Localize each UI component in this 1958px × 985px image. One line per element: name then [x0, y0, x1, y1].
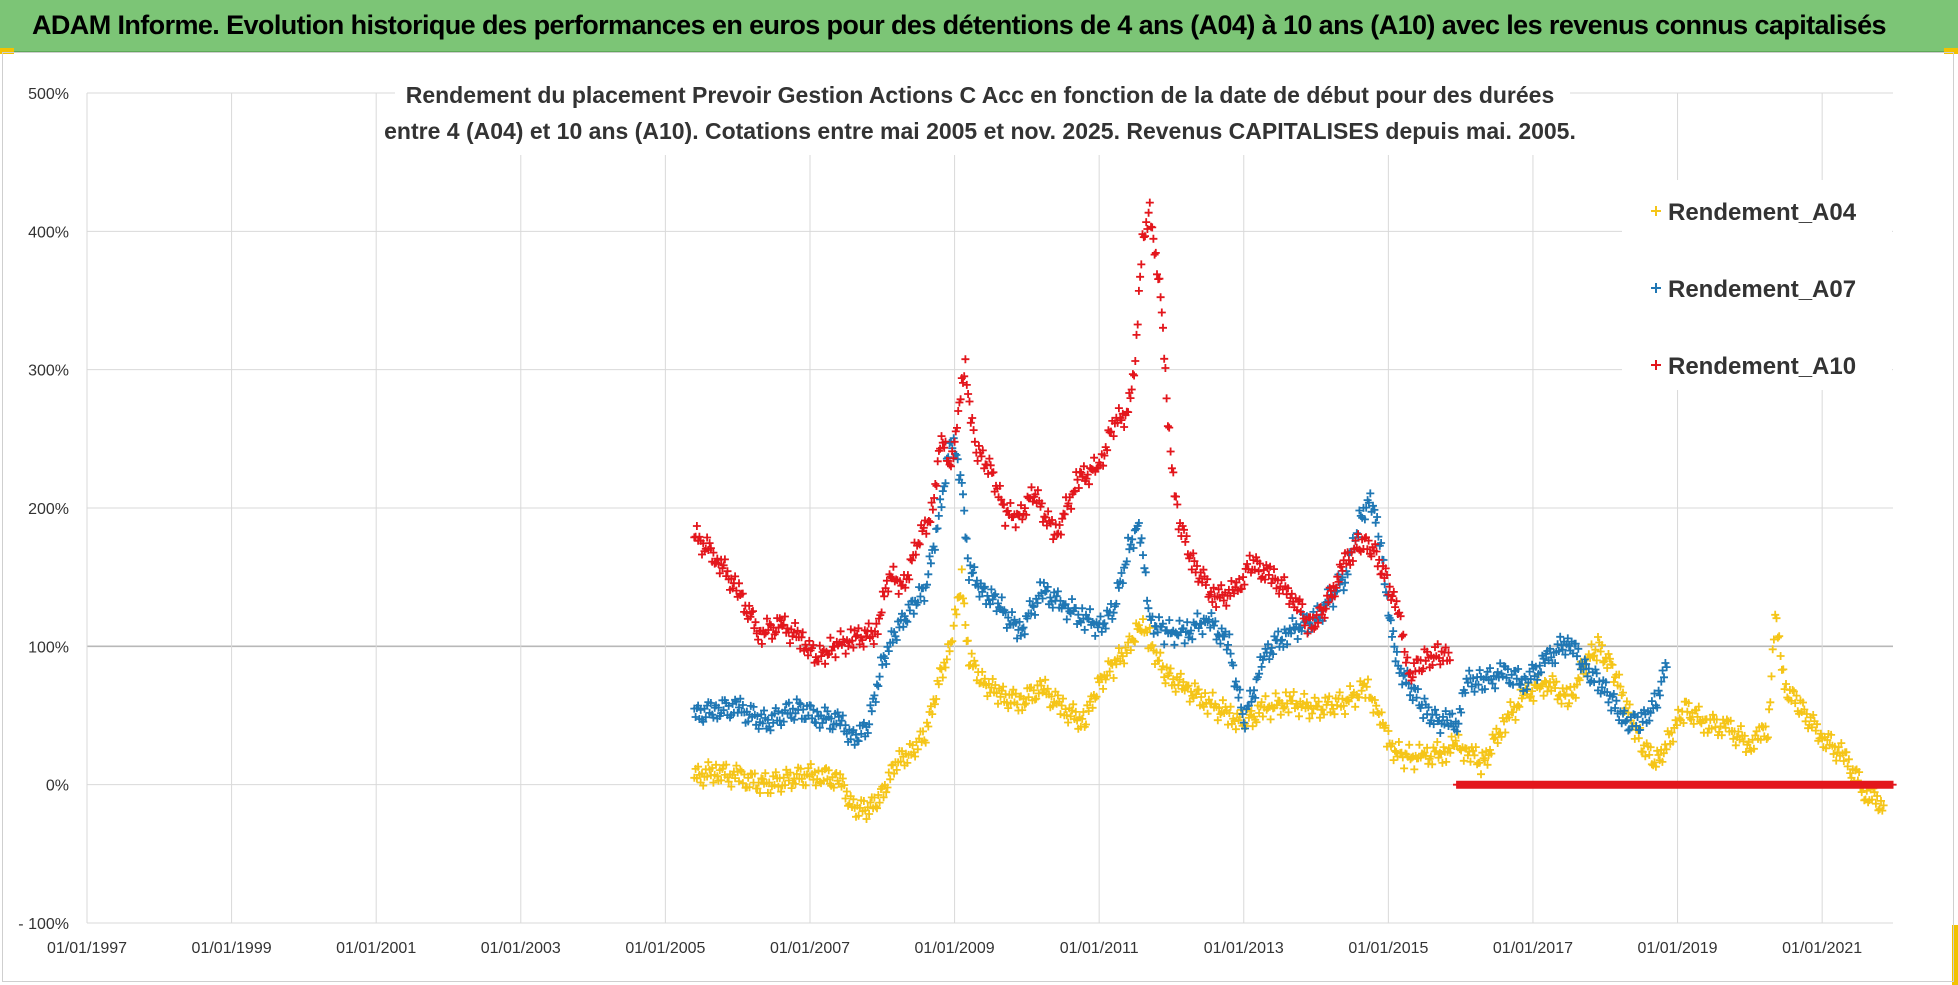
y-tick-label: - 100% [18, 916, 69, 933]
y-tick-label: 200% [28, 501, 69, 518]
x-tick-label: 01/01/2011 [1060, 940, 1139, 957]
x-tick-label: 01/01/2005 [625, 940, 705, 957]
legend-label: Rendement_A10 [1668, 353, 1856, 380]
title-background [395, 73, 1570, 155]
legend-label: Rendement_A07 [1668, 276, 1856, 303]
chart-title-line: Rendement du placement Prevoir Gestion A… [406, 82, 1555, 108]
x-tick-label: 01/01/2003 [481, 940, 561, 957]
series-rendement-a10 [690, 198, 1454, 685]
chart-frame [2, 52, 1954, 982]
series-rendement-a10-zero [1453, 780, 1897, 789]
y-tick-label: 100% [28, 639, 69, 656]
series-rendement-a04 [690, 565, 1888, 823]
y-tick-label: 400% [28, 224, 69, 241]
corner-accent-top-right [1944, 48, 1958, 54]
y-tick-label: 0% [46, 778, 69, 795]
corner-accent-bottom-right [1952, 925, 1958, 985]
x-tick-label: 01/01/2001 [336, 940, 416, 957]
series-rendement-a07 [690, 434, 1671, 749]
y-tick-label: 300% [28, 363, 69, 380]
x-tick-label: 01/01/2015 [1348, 940, 1428, 957]
x-tick-label: 01/01/2007 [770, 940, 850, 957]
y-tick-label: 500% [28, 86, 69, 103]
x-tick-label: 01/01/2019 [1638, 940, 1718, 957]
x-tick-label: 01/01/2017 [1493, 940, 1573, 957]
legend-marker [1651, 360, 1661, 370]
legend-marker [1651, 283, 1661, 293]
legend-marker [1651, 206, 1661, 216]
x-tick-label: 01/01/2013 [1204, 940, 1284, 957]
chart-title-line: entre 4 (A04) et 10 ans (A10). Cotations… [384, 118, 1576, 144]
legend-background [1622, 180, 1892, 390]
corner-accent-top-left [0, 48, 14, 54]
x-tick-label: 01/01/2009 [915, 940, 995, 957]
x-tick-label: 01/01/2021 [1782, 940, 1862, 957]
header-title: ADAM Informe. Evolution historique des p… [32, 10, 1887, 40]
x-tick-label: 01/01/1999 [192, 940, 272, 957]
header-bar: ADAM Informe. Evolution historique des p… [0, 0, 1958, 52]
legend-label: Rendement_A04 [1668, 199, 1857, 226]
x-tick-label: 01/01/1997 [47, 940, 127, 957]
